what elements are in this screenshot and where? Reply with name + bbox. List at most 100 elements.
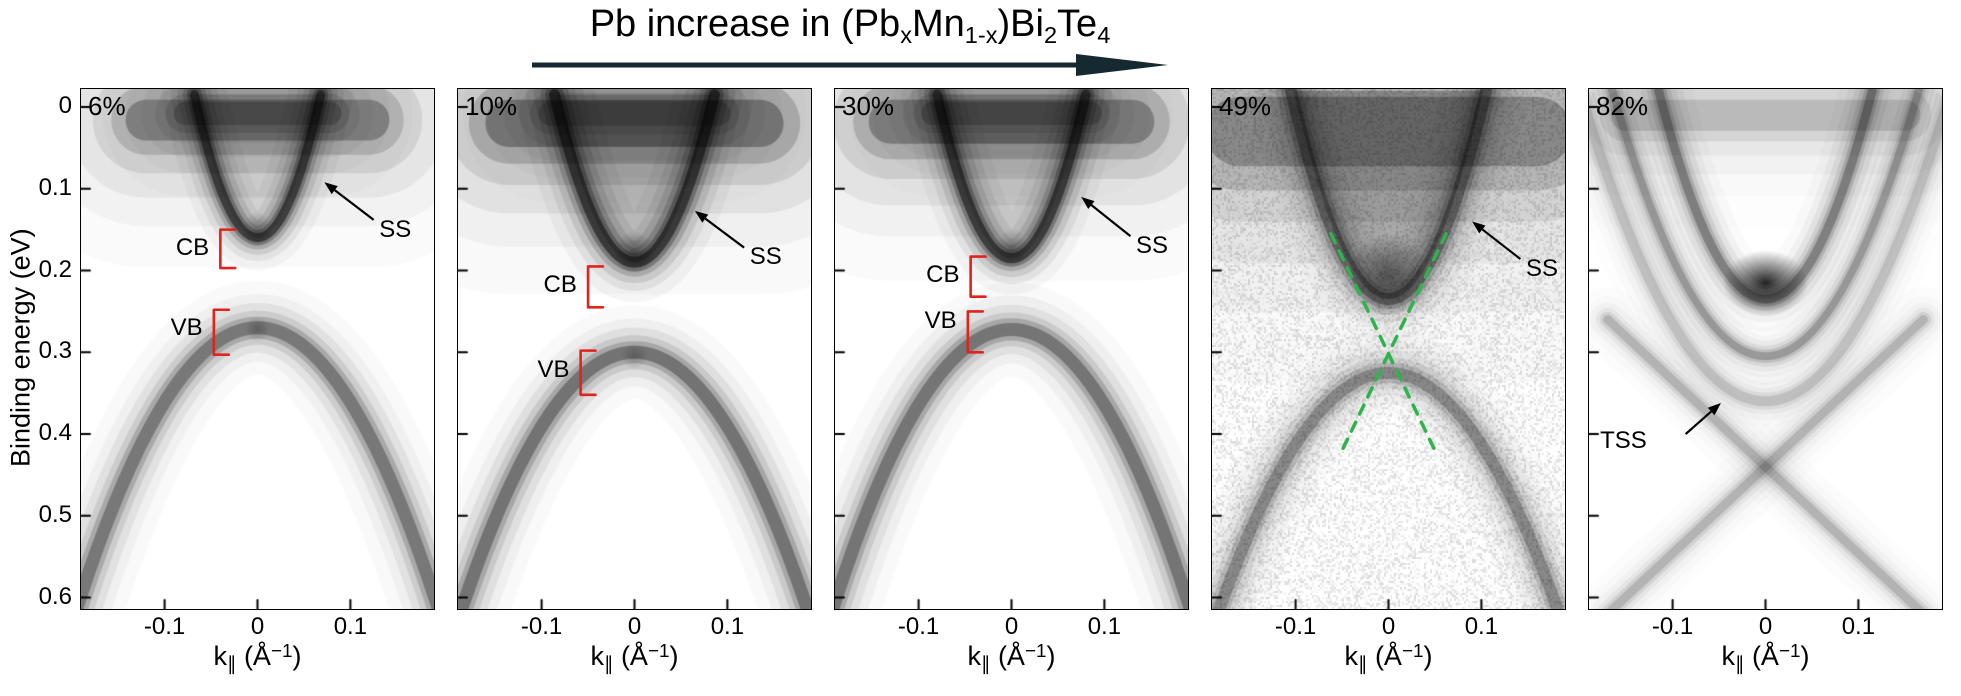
x-axis-subscript: ∥ xyxy=(1357,653,1368,675)
ss-arrow xyxy=(1081,196,1132,238)
x-tick-label: 0.1 xyxy=(333,613,368,640)
x-axis-symbol: k xyxy=(213,641,227,671)
ss-arrow xyxy=(694,210,745,249)
y-tick-label: 0.3 xyxy=(38,337,72,365)
panel-column: 49% SS -0.1 0 0.1 k∥ (Å−1) xyxy=(1211,88,1566,675)
x-axis-symbol: k xyxy=(967,641,981,671)
annotation-layer xyxy=(579,210,745,397)
ss-arrow xyxy=(1472,221,1522,260)
x-axis-superscript: −1 xyxy=(1778,641,1801,663)
panel-column: 6% CB VB SS -0.1 0 0.1 k∥ (Å−1) xyxy=(80,88,435,675)
x-axis-superscript: −1 xyxy=(1401,641,1424,663)
x-tick-label: 0.1 xyxy=(1087,613,1122,640)
x-axis-subscript: ∥ xyxy=(603,653,614,675)
tss-arrow xyxy=(1684,402,1721,435)
x-tick-label: 0 xyxy=(250,613,265,640)
cb-bracket xyxy=(219,228,237,270)
x-tick-labels: -0.1 0 0.1 xyxy=(458,610,811,640)
y-tick-label: 0.1 xyxy=(38,173,72,201)
x-axis-title: k∥ (Å−1) xyxy=(1211,641,1566,675)
x-axis-unit: (Å xyxy=(1367,641,1402,671)
x-tick-label: 0.1 xyxy=(1464,613,1499,640)
arpes-panel: 6% CB VB SS xyxy=(80,88,435,610)
arpes-spectrum-image xyxy=(81,89,434,609)
x-tick-label: -0.1 xyxy=(143,613,186,640)
title-subscript: x xyxy=(900,21,912,48)
x-axis-superscript: −1 xyxy=(270,641,293,663)
x-axis-symbol: k xyxy=(1344,641,1358,671)
x-axis-title: k∥ (Å−1) xyxy=(80,641,435,675)
composition-label: 49% xyxy=(1219,91,1272,121)
tss-label: TSS xyxy=(1600,426,1647,454)
x-tick-label: 0 xyxy=(627,613,642,640)
arpes-spectrum-image xyxy=(835,89,1188,609)
y-axis: Binding energy (eV) 0 0.1 0.2 0.3 0.4 0.5 0.6 xyxy=(4,88,80,610)
y-tick-label: 0.4 xyxy=(38,419,72,447)
x-axis-title: k∥ (Å−1) xyxy=(457,641,812,675)
cb-bracket xyxy=(586,265,605,309)
title-text: )Bi xyxy=(997,3,1044,45)
vb-label: VB xyxy=(537,356,570,384)
x-axis-subscript: ∥ xyxy=(1734,653,1745,675)
x-tick-labels: -0.1 0 0.1 xyxy=(1212,610,1565,640)
x-axis-unit-close: ) xyxy=(1800,641,1810,671)
x-tick-label: 0 xyxy=(1758,613,1773,640)
x-axis-unit: (Å xyxy=(990,641,1025,671)
cb-label: CB xyxy=(175,233,210,261)
composition-label: 6% xyxy=(88,91,126,121)
annotation-layer xyxy=(1329,221,1522,457)
y-axis-title: Binding energy (eV) xyxy=(5,228,36,468)
y-tick-label: 0 xyxy=(58,91,72,119)
x-axis-superscript: −1 xyxy=(647,641,670,663)
x-axis-title: k∥ (Å−1) xyxy=(834,641,1189,675)
vb-label: VB xyxy=(924,307,957,335)
x-axis-unit-close: ) xyxy=(669,641,679,671)
panel-column: 82% TSS -0.1 0 0.1 k∥ (Å−1) xyxy=(1588,88,1943,675)
arpes-spectrum-image xyxy=(458,89,811,609)
cb-bracket xyxy=(969,255,987,298)
panels-row: Binding energy (eV) 0 0.1 0.2 0.3 0.4 0.5 0.6 … xyxy=(4,88,1943,675)
arpes-panel: 82% TSS xyxy=(1588,88,1943,610)
title-subscript: 1-x xyxy=(964,21,998,48)
title-text: Pb increase in (Pb xyxy=(589,3,901,45)
x-tick-label: -0.1 xyxy=(1651,613,1694,640)
y-tick-label: 0.5 xyxy=(38,500,72,528)
composition-label: 10% xyxy=(465,91,518,121)
x-axis-symbol: k xyxy=(1721,641,1735,671)
x-axis-subscript: ∥ xyxy=(980,653,991,675)
panel-column: 30% CB VB SS -0.1 0 0.1 k∥ (Å−1) xyxy=(834,88,1189,675)
x-axis-title: k∥ (Å−1) xyxy=(1588,641,1943,675)
vb-bracket xyxy=(212,308,231,357)
dirac-guide-line xyxy=(1338,231,1448,457)
ss-label: SS xyxy=(379,215,412,243)
ss-label: SS xyxy=(1135,231,1168,259)
x-axis-subscript: ∥ xyxy=(226,653,237,675)
annotation-layer xyxy=(966,196,1132,354)
x-tick-label: 0.1 xyxy=(1841,613,1876,640)
x-tick-label: 0.1 xyxy=(710,613,745,640)
x-tick-labels: -0.1 0 0.1 xyxy=(835,610,1188,640)
y-tick-label: 0.2 xyxy=(38,255,72,283)
x-tick-label: -0.1 xyxy=(897,613,940,640)
composition-label: 30% xyxy=(842,91,895,121)
panel-column: 10% CB VB SS -0.1 0 0.1 k∥ (Å−1) xyxy=(457,88,812,675)
x-axis-symbol: k xyxy=(590,641,604,671)
annotation-layer xyxy=(1684,402,1721,435)
figure-header: Pb increase in (PbxMn1-x)Bi2Te4 xyxy=(500,3,1200,80)
annotation-layer xyxy=(212,182,375,357)
x-tick-label: 0 xyxy=(1381,613,1396,640)
arpes-panel: 10% CB VB SS xyxy=(457,88,812,610)
title-text: Mn xyxy=(911,3,965,45)
x-axis-unit-close: ) xyxy=(292,641,302,671)
x-tick-labels: -0.1 0 0.1 xyxy=(81,610,434,640)
arpes-spectrum-image xyxy=(1589,89,1942,609)
vb-bracket xyxy=(966,310,985,354)
figure-title: Pb increase in (PbxMn1-x)Bi2Te4 xyxy=(500,3,1200,48)
x-axis-unit-close: ) xyxy=(1423,641,1433,671)
panel-container: 6% CB VB SS -0.1 0 0.1 k∥ (Å−1) 10% CB VB SS -… xyxy=(80,88,1943,675)
x-axis-unit: (Å xyxy=(613,641,648,671)
x-axis-unit: (Å xyxy=(1744,641,1779,671)
x-tick-label: 0 xyxy=(1004,613,1019,640)
x-tick-label: -0.1 xyxy=(520,613,563,640)
